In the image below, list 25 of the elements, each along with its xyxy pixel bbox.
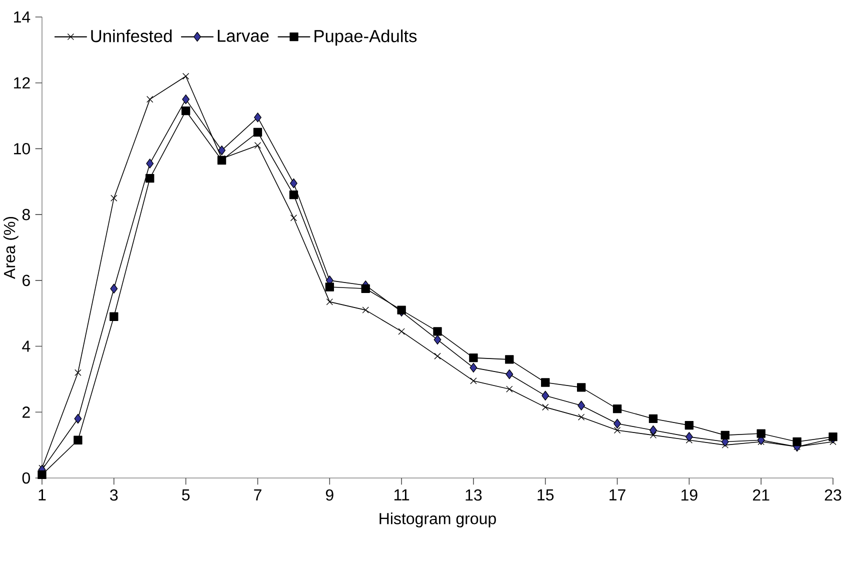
legend-label: Larvae — [218, 30, 269, 42]
x-tick-label: 7 — [254, 489, 262, 500]
x-tick-label: 17 — [610, 489, 626, 500]
x-tick-label: 1 — [38, 489, 46, 500]
x-tick-label: 23 — [824, 489, 842, 501]
y-tick-label: 12 — [14, 77, 30, 88]
x-tick-label: 21 — [752, 489, 770, 501]
y-tick-label: 0 — [22, 472, 30, 484]
x-tick-label: 19 — [681, 489, 698, 501]
x-tick-label: 9 — [326, 489, 334, 501]
y-tick-label: 6 — [22, 274, 30, 286]
y-tick-label: 14 — [14, 11, 30, 22]
y-tick-label: 10 — [14, 143, 30, 154]
y-tick-label: 8 — [22, 208, 30, 220]
y-tick-label: 2 — [22, 406, 30, 418]
x-tick-label: 13 — [466, 489, 482, 501]
legend-label: Pupae-Adults — [314, 30, 417, 46]
y-tick-label: 4 — [22, 340, 30, 352]
x-tick-label: 11 — [394, 489, 410, 500]
x-axis-title: Histogram group — [380, 512, 496, 528]
x-tick-label: 15 — [538, 489, 554, 501]
legend-label: Uninfested — [91, 30, 172, 42]
x-tick-label: 3 — [110, 489, 118, 501]
y-axis-title: Area (%) — [3, 216, 18, 280]
x-tick-label: 5 — [182, 489, 190, 501]
